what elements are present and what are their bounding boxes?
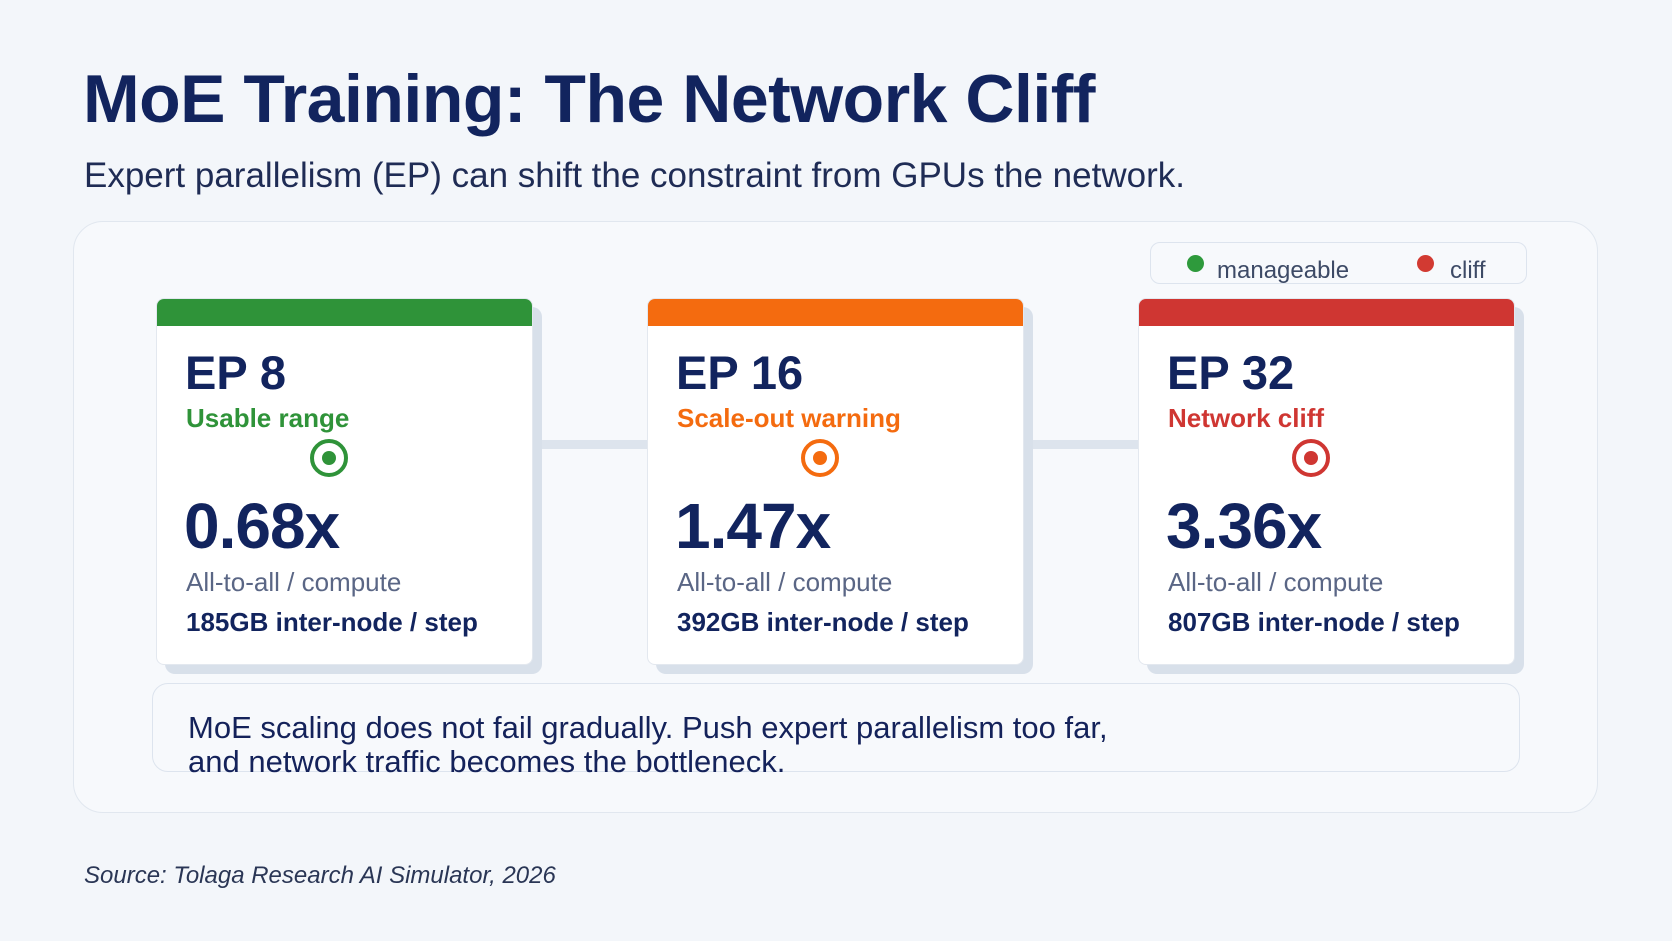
card-metric-label: All-to-all / compute — [677, 567, 893, 597]
card-traffic: 807GB inter-node / step — [1168, 607, 1460, 637]
card-ratio-value: 1.47x — [675, 490, 831, 562]
card-accent-bar — [157, 299, 532, 326]
card-traffic: 185GB inter-node / step — [186, 607, 478, 637]
card-status: Network cliff — [1168, 403, 1325, 433]
card-ep-label: EP 32 — [1167, 346, 1295, 399]
legend-dot-cliff — [1417, 255, 1434, 272]
source-citation: Source: Tolaga Research AI Simulator, 20… — [84, 862, 556, 889]
target-icon — [1292, 439, 1330, 477]
legend-label-cliff: cliff — [1450, 257, 1486, 284]
target-icon — [310, 439, 348, 477]
legend: manageable cliff — [1150, 242, 1527, 284]
summary-line: and network traffic becomes the bottlene… — [188, 744, 786, 779]
summary-text: MoE scaling does not fail gradually. Pus… — [188, 711, 1388, 779]
summary-note: MoE scaling does not fail gradually. Pus… — [152, 683, 1520, 779]
page-title: MoE Training: The Network Cliff — [83, 61, 1096, 137]
card-status: Scale-out warning — [677, 403, 901, 433]
target-icon — [801, 439, 839, 477]
card-ep32: EP 32 Network cliff 3.36x All-to-all / c… — [1138, 298, 1515, 665]
legend-dot-manageable — [1187, 255, 1204, 272]
card-ep-label: EP 8 — [185, 346, 287, 399]
card-ratio-value: 3.36x — [1166, 490, 1322, 562]
legend-label-manageable: manageable — [1217, 257, 1350, 284]
card-traffic: 392GB inter-node / step — [677, 607, 969, 637]
card-accent-bar — [648, 299, 1023, 326]
summary-line: MoE scaling does not fail gradually. Pus… — [188, 710, 1108, 745]
card-accent-bar — [1139, 299, 1514, 326]
card-ratio-value: 0.68x — [184, 490, 340, 562]
card-ep16: EP 16 Scale-out warning 1.47x All-to-all… — [647, 298, 1024, 665]
connector-line — [1023, 440, 1140, 449]
card-ep-label: EP 16 — [676, 346, 804, 399]
card-ep8: EP 8 Usable range 0.68x All-to-all / com… — [156, 298, 533, 665]
card-metric-label: All-to-all / compute — [186, 567, 402, 597]
page-subtitle: Expert parallelism (EP) can shift the co… — [84, 156, 1185, 195]
card-metric-label: All-to-all / compute — [1168, 567, 1384, 597]
connector-line — [532, 440, 649, 449]
card-status: Usable range — [186, 403, 350, 433]
